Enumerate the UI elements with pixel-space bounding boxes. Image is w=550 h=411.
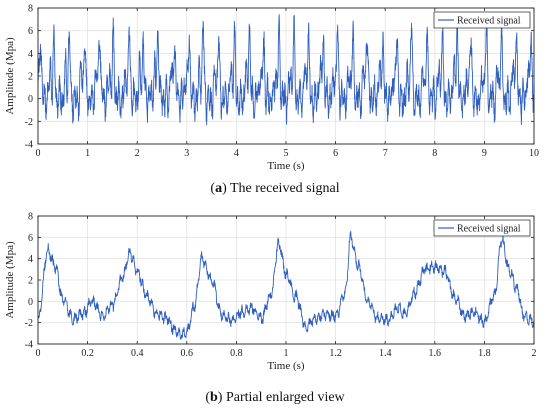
y-tick-label: -2: [25, 117, 33, 128]
y-tick-label: 8: [28, 4, 33, 15]
y-tick-label: -4: [25, 340, 33, 351]
x-tick-label: 6: [333, 148, 338, 159]
y-axis-label: Amplitude (Mpa): [4, 241, 16, 319]
x-axis-label: Time (s): [267, 160, 305, 172]
caption-b: (b) Partial enlarged view: [205, 390, 345, 405]
caption-a-text: The received signal: [230, 181, 340, 196]
panel-b: 0 0.2 0.4 0.6 0.8 1 1.2 1.4 1.6 1.8 2 -4 -2 0 2 4 6 8 Time…: [4, 212, 537, 373]
x-tick-label: 0.4: [131, 348, 144, 359]
x-tick-label: 1: [85, 148, 90, 159]
x-tick-label: 1.4: [379, 348, 392, 359]
y-tick-label: -4: [25, 140, 33, 151]
legend-box: [433, 219, 531, 237]
caption-a: (a) The received signal: [210, 181, 339, 196]
y-tick-label: -2: [25, 318, 33, 329]
caption-a-letter: a: [215, 181, 222, 196]
legend-b: Received signal: [433, 219, 531, 237]
panel-a: 0 1 2 3 4 5 6 7 8 9 10 -4 -2 0 2 4 6 8 Time (s) Amplitude (…: [4, 4, 539, 173]
x-tick-label: 1.2: [329, 348, 342, 359]
x-axis-label: Time (s): [267, 360, 305, 372]
y-tick-label: 2: [28, 276, 33, 287]
x-tick-label: 10: [529, 148, 539, 159]
x-tick-label: 2: [532, 348, 537, 359]
x-tick-label: 9: [482, 148, 487, 159]
x-tick-label: 5: [284, 148, 289, 159]
caption-b-letter: b: [210, 390, 218, 405]
y-tick-label: 4: [28, 49, 33, 60]
x-tick-label: 0.2: [81, 348, 94, 359]
x-tick-label: 0: [36, 148, 41, 159]
y-tick-label: 2: [28, 72, 33, 83]
x-tick-label: 4: [234, 148, 239, 159]
x-tick-label: 0.8: [230, 348, 243, 359]
legend-box: [433, 11, 531, 29]
caption-b-text: Partial enlarged view: [226, 390, 346, 405]
x-tick-label: 8: [432, 148, 437, 159]
legend-a: Received signal: [433, 11, 531, 29]
x-tick-label: 2: [135, 148, 140, 159]
x-tick-label: 1.8: [478, 348, 491, 359]
y-tick-label: 0: [28, 94, 33, 105]
y-tick-label: 4: [28, 254, 33, 265]
x-tick-label: 1: [284, 348, 289, 359]
y-tick-label: 0: [28, 297, 33, 308]
series-line-received-signal-a: [37, 14, 535, 126]
x-tick-label: 7: [383, 148, 388, 159]
y-tick-label: 8: [28, 212, 33, 223]
x-tick-label: 1.6: [429, 348, 442, 359]
series-line-received-signal-b: [37, 230, 535, 340]
x-tick-label: 0.6: [181, 348, 194, 359]
y-tick-label: 6: [28, 233, 33, 244]
legend-label: Received signal: [457, 16, 521, 27]
x-tick-label: 3: [184, 148, 189, 159]
x-tick-label: 0: [36, 348, 41, 359]
legend-label: Received signal: [457, 224, 521, 235]
y-axis-label: Amplitude (Mpa): [4, 37, 16, 115]
y-tick-label: 6: [28, 26, 33, 37]
